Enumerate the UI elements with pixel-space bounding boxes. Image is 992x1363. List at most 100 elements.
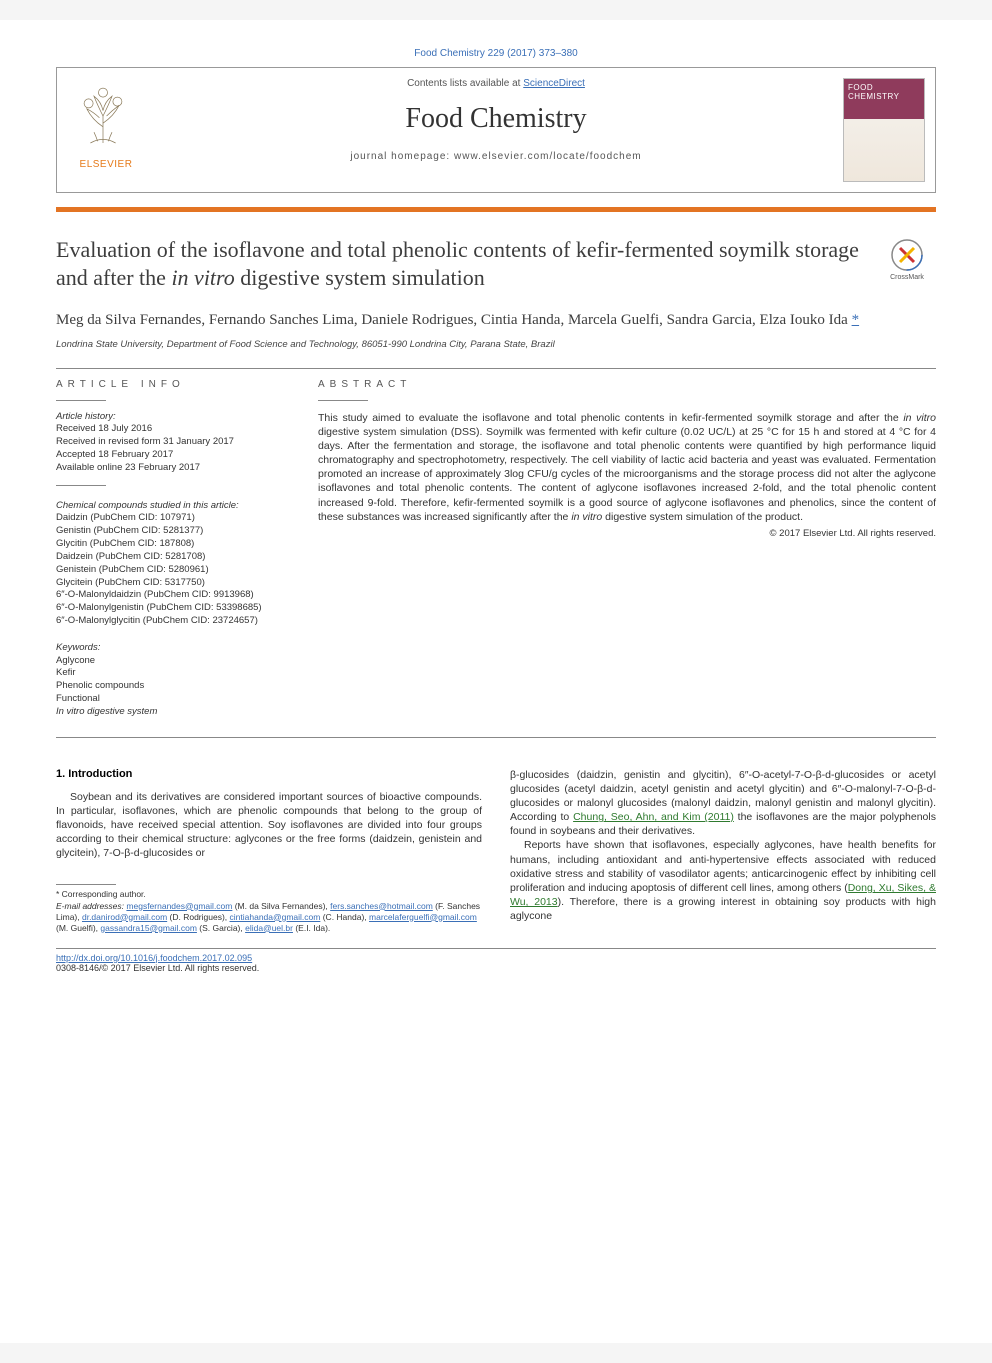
corresponding-author-note: * Corresponding author. xyxy=(56,889,482,900)
article-title: Evaluation of the isoflavone and total p… xyxy=(56,236,860,292)
email-who: (C. Handa), xyxy=(320,912,369,922)
short-rule-3 xyxy=(318,400,368,401)
issn-copyright: 0308-8146/© 2017 Elsevier Ltd. All right… xyxy=(56,963,259,973)
article-info-column: ARTICLE INFO Article history: Received 1… xyxy=(56,379,288,719)
authors-text: Meg da Silva Fernandes, Fernando Sanches… xyxy=(56,312,848,328)
keywords-block: Keywords: Aglycone Kefir Phenolic compou… xyxy=(56,642,288,719)
keywords-label: Keywords: xyxy=(56,642,288,655)
compounds-block: Chemical compounds studied in this artic… xyxy=(56,500,288,628)
email-who: (E.I. Ida). xyxy=(293,923,330,933)
title-text-post: digestive system simulation xyxy=(235,265,485,290)
intro-heading: 1. Introduction xyxy=(56,768,482,780)
abstract-column: ABSTRACT This study aimed to evaluate th… xyxy=(318,379,936,719)
keyword-item: Phenolic compounds xyxy=(56,680,144,691)
page: Food Chemistry 229 (2017) 373–380 xyxy=(0,20,992,1343)
contents-prefix: Contents lists available at xyxy=(407,78,523,89)
email-link[interactable]: fers.sanches@hotmail.com xyxy=(330,901,433,911)
history-label: Article history: xyxy=(56,411,116,422)
orange-rule xyxy=(56,207,936,212)
abstract-span: digestive system simulation (DSS). Soymi… xyxy=(318,426,936,523)
body-paragraph: Soybean and its derivatives are consider… xyxy=(56,790,482,861)
compound-item: Glycitin (PubChem CID: 187808) xyxy=(56,538,194,549)
body-column-left: 1. Introduction Soybean and its derivati… xyxy=(56,768,482,934)
keyword-item: Kefir xyxy=(56,667,76,678)
body-column-right: β-glucosides (daidzin, genistin and glyc… xyxy=(510,768,936,934)
sciencedirect-link[interactable]: ScienceDirect xyxy=(523,78,585,89)
abstract-span: This study aimed to evaluate the isoflav… xyxy=(318,412,903,424)
crossmark-badge[interactable]: CrossMark xyxy=(878,238,936,292)
crossmark-label: CrossMark xyxy=(890,274,924,281)
email-link[interactable]: cintiahanda@gmail.com xyxy=(230,912,321,922)
affiliation: Londrina State University, Department of… xyxy=(56,339,936,350)
doi-link[interactable]: http://dx.doi.org/10.1016/j.foodchem.201… xyxy=(56,953,252,963)
header-center: Contents lists available at ScienceDirec… xyxy=(169,78,823,162)
short-rule-1 xyxy=(56,400,106,401)
email-link[interactable]: marcelaferguelfi@gmail.com xyxy=(369,912,477,922)
publisher-logo-block: ELSEVIER xyxy=(67,80,145,170)
journal-header-box: ELSEVIER FOOD CHEMISTRY Contents lists a… xyxy=(56,67,936,193)
email-addresses: E-mail addresses: megsfernandes@gmail.co… xyxy=(56,901,482,934)
article-history: Article history: Received 18 July 2016 R… xyxy=(56,411,288,475)
keyword-item: Aglycone xyxy=(56,655,95,666)
abstract-copyright: © 2017 Elsevier Ltd. All rights reserved… xyxy=(318,528,936,539)
email-link[interactable]: gassandra15@gmail.com xyxy=(100,923,197,933)
body-text-left: Soybean and its derivatives are consider… xyxy=(56,790,482,861)
homepage-url[interactable]: www.elsevier.com/locate/foodchem xyxy=(454,151,642,162)
authors-line: Meg da Silva Fernandes, Fernando Sanches… xyxy=(56,310,936,330)
cover-word-1: FOOD xyxy=(848,83,920,92)
short-rule-2 xyxy=(56,485,106,486)
article-info-head: ARTICLE INFO xyxy=(56,379,288,390)
abstract-head: ABSTRACT xyxy=(318,379,936,390)
history-line: Received 18 July 2016 xyxy=(56,423,152,434)
email-who: (S. Garcia), xyxy=(197,923,245,933)
title-row: Evaluation of the isoflavone and total p… xyxy=(56,236,936,292)
keyword-item: Functional xyxy=(56,693,100,704)
cover-word-2: CHEMISTRY xyxy=(848,92,920,101)
compound-item: 6″-O-Malonylgenistin (PubChem CID: 53398… xyxy=(56,602,262,613)
history-line: Available online 23 February 2017 xyxy=(56,462,200,473)
history-line: Accepted 18 February 2017 xyxy=(56,449,173,460)
compound-item: Genistein (PubChem CID: 5280961) xyxy=(56,564,209,575)
elsevier-tree-icon xyxy=(67,80,139,152)
journal-homepage-line: journal homepage: www.elsevier.com/locat… xyxy=(169,151,823,162)
compound-item: Daidzin (PubChem CID: 107971) xyxy=(56,512,195,523)
publisher-name: ELSEVIER xyxy=(67,159,145,170)
email-who: (D. Rodrigues), xyxy=(167,912,229,922)
abstract-italic: in vitro xyxy=(903,412,936,424)
email-who: (M. Guelfi), xyxy=(56,923,100,933)
bibliographic-reference: Food Chemistry 229 (2017) 373–380 xyxy=(56,48,936,59)
corresponding-author-link[interactable]: * xyxy=(852,312,860,328)
keyword-item: In vitro digestive system xyxy=(56,706,157,717)
body-text-right: β-glucosides (daidzin, genistin and glyc… xyxy=(510,768,936,924)
homepage-prefix: journal homepage: xyxy=(350,151,454,162)
body-columns: 1. Introduction Soybean and its derivati… xyxy=(56,768,936,934)
section-rule-bottom xyxy=(56,737,936,738)
email-label: E-mail addresses: xyxy=(56,901,124,911)
abstract-span: digestive system simulation of the produ… xyxy=(602,511,803,523)
meta-row: ARTICLE INFO Article history: Received 1… xyxy=(56,379,936,719)
footnotes: * Corresponding author. E-mail addresses… xyxy=(56,889,482,933)
email-link[interactable]: dr.danirod@gmail.com xyxy=(82,912,167,922)
compound-item: Daidzein (PubChem CID: 5281708) xyxy=(56,551,205,562)
doi-block: http://dx.doi.org/10.1016/j.foodchem.201… xyxy=(56,948,936,973)
contents-lists-line: Contents lists available at ScienceDirec… xyxy=(169,78,823,89)
compound-item: 6″-O-Malonyldaidzin (PubChem CID: 991396… xyxy=(56,589,254,600)
email-link[interactable]: elida@uel.br xyxy=(245,923,293,933)
history-line: Received in revised form 31 January 2017 xyxy=(56,436,234,447)
journal-name: Food Chemistry xyxy=(169,103,823,135)
email-who: (M. da Silva Fernandes), xyxy=(232,901,330,911)
crossmark-icon xyxy=(890,238,924,272)
citation-link[interactable]: Chung, Seo, Ahn, and Kim (2011) xyxy=(573,811,734,823)
abstract-text: This study aimed to evaluate the isoflav… xyxy=(318,411,936,524)
compound-item: Glycitein (PubChem CID: 5317750) xyxy=(56,577,205,588)
section-rule-top xyxy=(56,368,936,369)
compound-item: 6″-O-Malonylglycitin (PubChem CID: 23724… xyxy=(56,615,258,626)
body-paragraph: β-glucosides (daidzin, genistin and glyc… xyxy=(510,768,936,839)
footnote-rule xyxy=(56,884,116,885)
journal-cover-thumb: FOOD CHEMISTRY xyxy=(843,78,925,182)
email-link[interactable]: megsfernandes@gmail.com xyxy=(126,901,232,911)
title-text-italic: in vitro xyxy=(171,265,234,290)
body-paragraph: Reports have shown that isoflavones, esp… xyxy=(510,838,936,923)
body-span: ). Therefore, there is a growing interes… xyxy=(510,896,936,922)
abstract-italic: in vitro xyxy=(571,511,602,523)
